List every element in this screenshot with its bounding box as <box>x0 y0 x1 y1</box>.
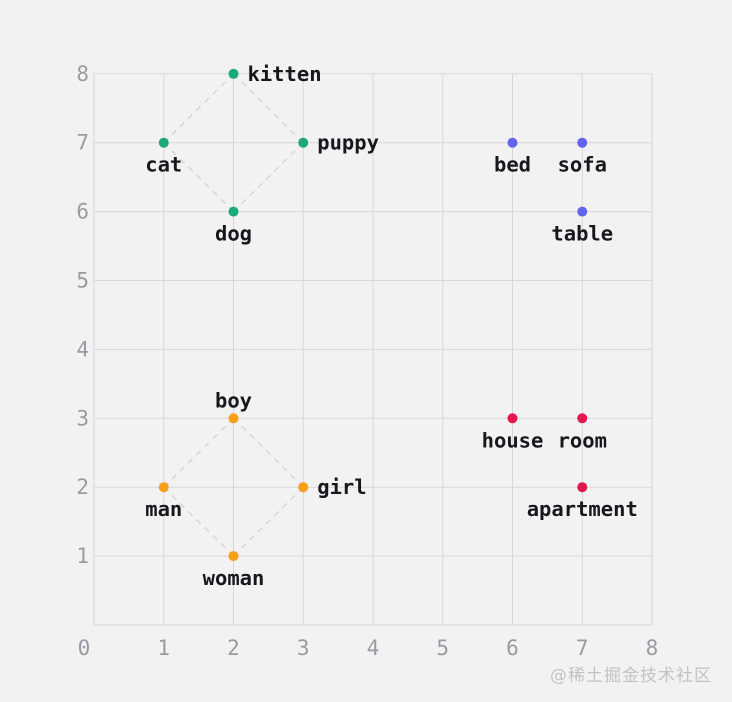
connector-boy-man <box>163 417 235 488</box>
data-point-table <box>577 206 588 217</box>
point-label-kitten: kitten <box>248 62 322 86</box>
data-point-girl <box>298 482 309 493</box>
connector-kitten-cat <box>163 73 235 144</box>
x-tick-label-5: 5 <box>436 636 449 660</box>
connector-girl-woman <box>232 486 304 557</box>
point-label-room: room <box>558 428 607 452</box>
x-tick-label-1: 1 <box>157 636 170 660</box>
y-tick-label-7: 7 <box>76 131 89 155</box>
data-point-cat <box>158 137 169 148</box>
y-tick-label-4: 4 <box>76 337 89 361</box>
point-label-dog: dog <box>215 222 252 246</box>
point-label-girl: girl <box>317 475 366 499</box>
data-point-man <box>158 482 169 493</box>
x-tick-label-7: 7 <box>576 636 589 660</box>
x-tick-label-6: 6 <box>506 636 519 660</box>
point-label-sofa: sofa <box>558 153 607 177</box>
data-point-house <box>507 413 518 424</box>
watermark: @稀土掘金技术社区 <box>550 666 712 686</box>
connector-cat-dog <box>163 142 235 213</box>
point-label-apartment: apartment <box>527 497 638 521</box>
x-tick-label-4: 4 <box>367 636 380 660</box>
x-tick-label-8: 8 <box>646 636 659 660</box>
y-tick-label-3: 3 <box>76 406 89 430</box>
point-label-puppy: puppy <box>317 131 379 155</box>
data-point-woman <box>228 551 239 562</box>
point-label-bed: bed <box>494 153 531 177</box>
point-label-cat: cat <box>145 153 182 177</box>
data-point-kitten <box>228 68 239 79</box>
y-tick-label-1: 1 <box>76 544 89 568</box>
data-point-room <box>577 413 588 424</box>
point-label-boy: boy <box>215 388 252 412</box>
x-tick-label-3: 3 <box>297 636 310 660</box>
point-label-house: house <box>482 428 544 452</box>
y-tick-label-2: 2 <box>76 475 89 499</box>
data-point-boy <box>228 413 239 424</box>
connector-puppy-dog <box>232 142 304 213</box>
data-point-bed <box>507 137 518 148</box>
connector-man-woman <box>163 486 235 557</box>
y-tick-label-5: 5 <box>76 269 89 293</box>
data-point-apartment <box>577 482 588 493</box>
connector-boy-girl <box>232 417 304 488</box>
x-tick-label-0: 0 <box>78 636 91 660</box>
point-label-woman: woman <box>203 566 265 590</box>
x-tick-label-2: 2 <box>227 636 240 660</box>
y-tick-label-8: 8 <box>76 62 89 86</box>
point-label-table: table <box>551 222 613 246</box>
data-point-dog <box>228 206 239 217</box>
y-tick-label-6: 6 <box>76 200 89 224</box>
data-point-puppy <box>298 137 309 148</box>
connector-kitten-puppy <box>232 73 304 144</box>
point-label-man: man <box>145 497 182 521</box>
data-point-sofa <box>577 137 588 148</box>
